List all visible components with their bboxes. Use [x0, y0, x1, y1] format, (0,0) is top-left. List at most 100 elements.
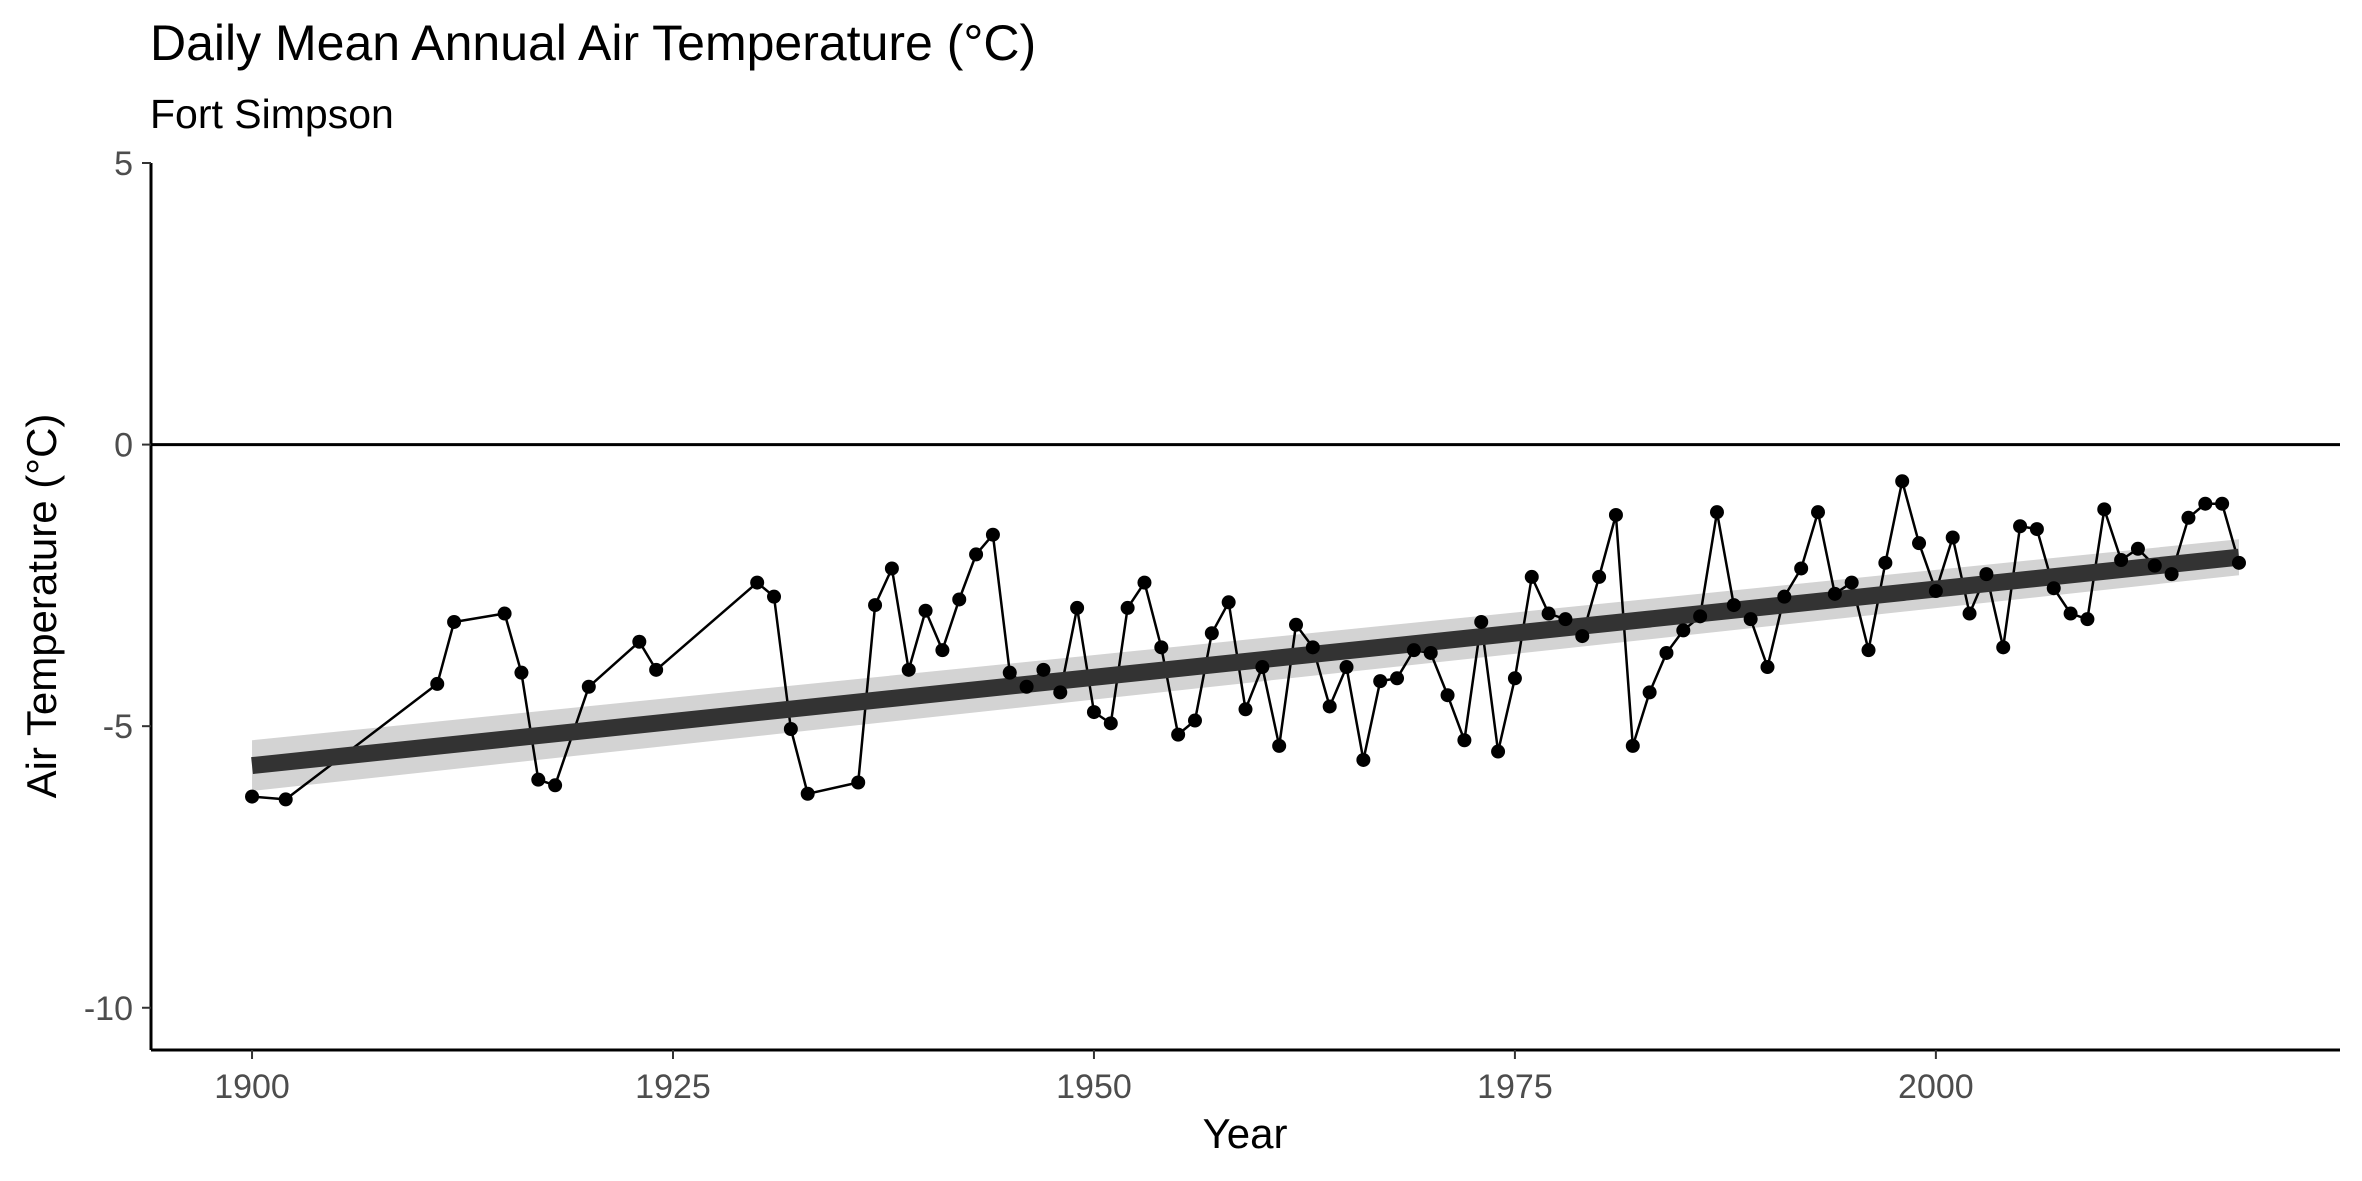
data-point — [918, 603, 933, 618]
data-point — [1221, 595, 1236, 610]
data-point — [2231, 555, 2246, 570]
x-tick-label: 1950 — [1056, 1068, 1132, 1106]
data-point — [278, 792, 293, 807]
data-point — [2198, 496, 2213, 511]
data-point — [1204, 626, 1219, 641]
data-point — [1305, 640, 1320, 655]
data-point — [851, 775, 866, 790]
data-point — [1086, 705, 1101, 720]
data-point — [1137, 575, 1152, 590]
data-point — [531, 772, 546, 787]
data-point — [1457, 733, 1472, 748]
data-point — [447, 614, 462, 629]
data-point — [2130, 541, 2145, 556]
data-point — [2215, 496, 2230, 511]
data-point — [1979, 567, 1994, 582]
y-tick-label: 0 — [114, 427, 133, 465]
y-tick-label: 5 — [114, 145, 133, 183]
data-point — [952, 592, 967, 607]
data-point — [2114, 553, 2129, 568]
data-point — [750, 575, 765, 590]
data-point — [1255, 660, 1270, 675]
data-point — [1507, 671, 1522, 686]
x-axis-title: Year — [1203, 1110, 1288, 1157]
data-point — [1693, 609, 1708, 624]
data-point — [2164, 567, 2179, 582]
data-point — [1945, 530, 1960, 545]
y-tick-label: -5 — [103, 708, 133, 746]
plot-area — [151, 443, 2340, 807]
data-point — [2181, 510, 2196, 525]
data-point — [245, 789, 260, 804]
data-point — [497, 606, 512, 621]
chart-subtitle: Fort Simpson — [150, 91, 394, 137]
data-point — [1289, 617, 1304, 632]
data-point — [2029, 522, 2044, 537]
data-point — [1676, 623, 1691, 638]
data-point — [1726, 598, 1741, 613]
data-point — [901, 662, 916, 677]
trend-line — [251, 548, 2240, 775]
data-point — [1642, 685, 1657, 700]
data-point — [1625, 738, 1640, 753]
data-point — [935, 643, 950, 658]
data-point — [1827, 586, 1842, 601]
y-axis-title: Air Temperature (°C) — [18, 414, 65, 799]
data-point — [2063, 606, 2078, 621]
data-point — [1019, 679, 1034, 694]
data-point — [1895, 474, 1910, 489]
data-point — [1743, 612, 1758, 627]
x-tick-label: 1975 — [1477, 1068, 1553, 1106]
data-point — [1575, 629, 1590, 644]
data-point — [868, 598, 883, 613]
data-point — [1171, 727, 1186, 742]
data-point — [1558, 612, 1573, 627]
data-point — [2097, 502, 2112, 517]
data-point — [1709, 505, 1724, 520]
x-tick-label: 1925 — [635, 1068, 711, 1106]
data-point — [783, 721, 798, 736]
data-point — [2046, 581, 2061, 596]
x-tick-label: 1900 — [214, 1068, 290, 1106]
y-tick-label: -10 — [84, 990, 133, 1028]
data-point — [2080, 612, 2095, 627]
data-point — [985, 527, 1000, 542]
data-point — [1608, 507, 1623, 522]
data-point — [1406, 643, 1421, 658]
data-point — [1592, 569, 1607, 584]
data-point — [1996, 640, 2011, 655]
data-point — [1659, 645, 1674, 660]
data-point — [2147, 558, 2162, 573]
data-point — [1322, 699, 1337, 714]
data-point — [1794, 561, 1809, 576]
data-point — [800, 786, 815, 801]
data-point — [1423, 645, 1438, 660]
data-point — [1440, 688, 1455, 703]
data-point — [430, 676, 445, 691]
data-point — [1187, 713, 1202, 728]
data-point — [969, 547, 984, 562]
data-point — [548, 778, 563, 793]
data-point — [1002, 665, 1017, 680]
data-point — [2013, 519, 2028, 534]
data-point — [767, 589, 782, 604]
data-point — [1373, 674, 1388, 689]
y-axis-ticks: 5 0 -5 -10 — [84, 145, 151, 1028]
data-point — [649, 662, 664, 677]
data-point — [1962, 606, 1977, 621]
data-point — [1356, 752, 1371, 767]
data-point — [1339, 660, 1354, 675]
data-point — [884, 561, 899, 576]
data-point — [1524, 569, 1539, 584]
data-point — [1491, 744, 1506, 759]
data-point — [1070, 600, 1085, 615]
x-tick-label: 2000 — [1898, 1068, 1974, 1106]
data-point — [1811, 505, 1826, 520]
chart-title: Daily Mean Annual Air Temperature (°C) — [150, 15, 1036, 71]
data-point — [1844, 575, 1859, 590]
data-point — [1474, 614, 1489, 629]
data-point — [1777, 589, 1792, 604]
data-point — [1238, 702, 1253, 717]
data-point — [1912, 536, 1927, 551]
data-point — [1861, 643, 1876, 658]
